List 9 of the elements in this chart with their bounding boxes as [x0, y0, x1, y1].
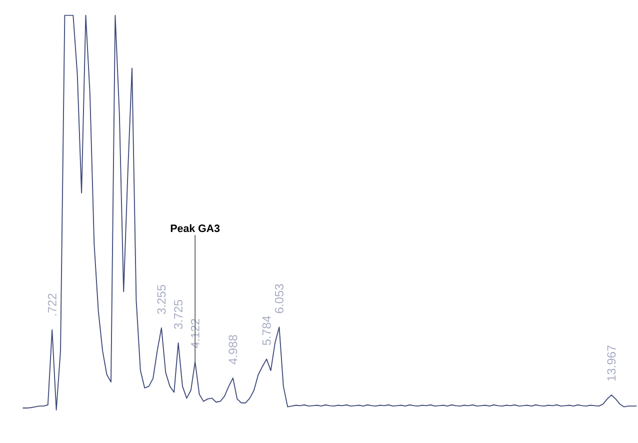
x-tick-label: 4.988 — [228, 335, 238, 364]
annotation: Peak GA3 — [170, 224, 220, 232]
x-tick-label: 5.784 — [262, 316, 271, 346]
x-tick-label: .722 — [48, 294, 56, 316]
x-tick-label: 3.725 — [174, 300, 183, 330]
x-tick-label: 3.255 — [157, 284, 166, 314]
x-tick-label: 6.053 — [274, 284, 284, 314]
x-tick-label: 13.967 — [607, 345, 616, 381]
x-tick-label: 4.122 — [190, 318, 200, 348]
